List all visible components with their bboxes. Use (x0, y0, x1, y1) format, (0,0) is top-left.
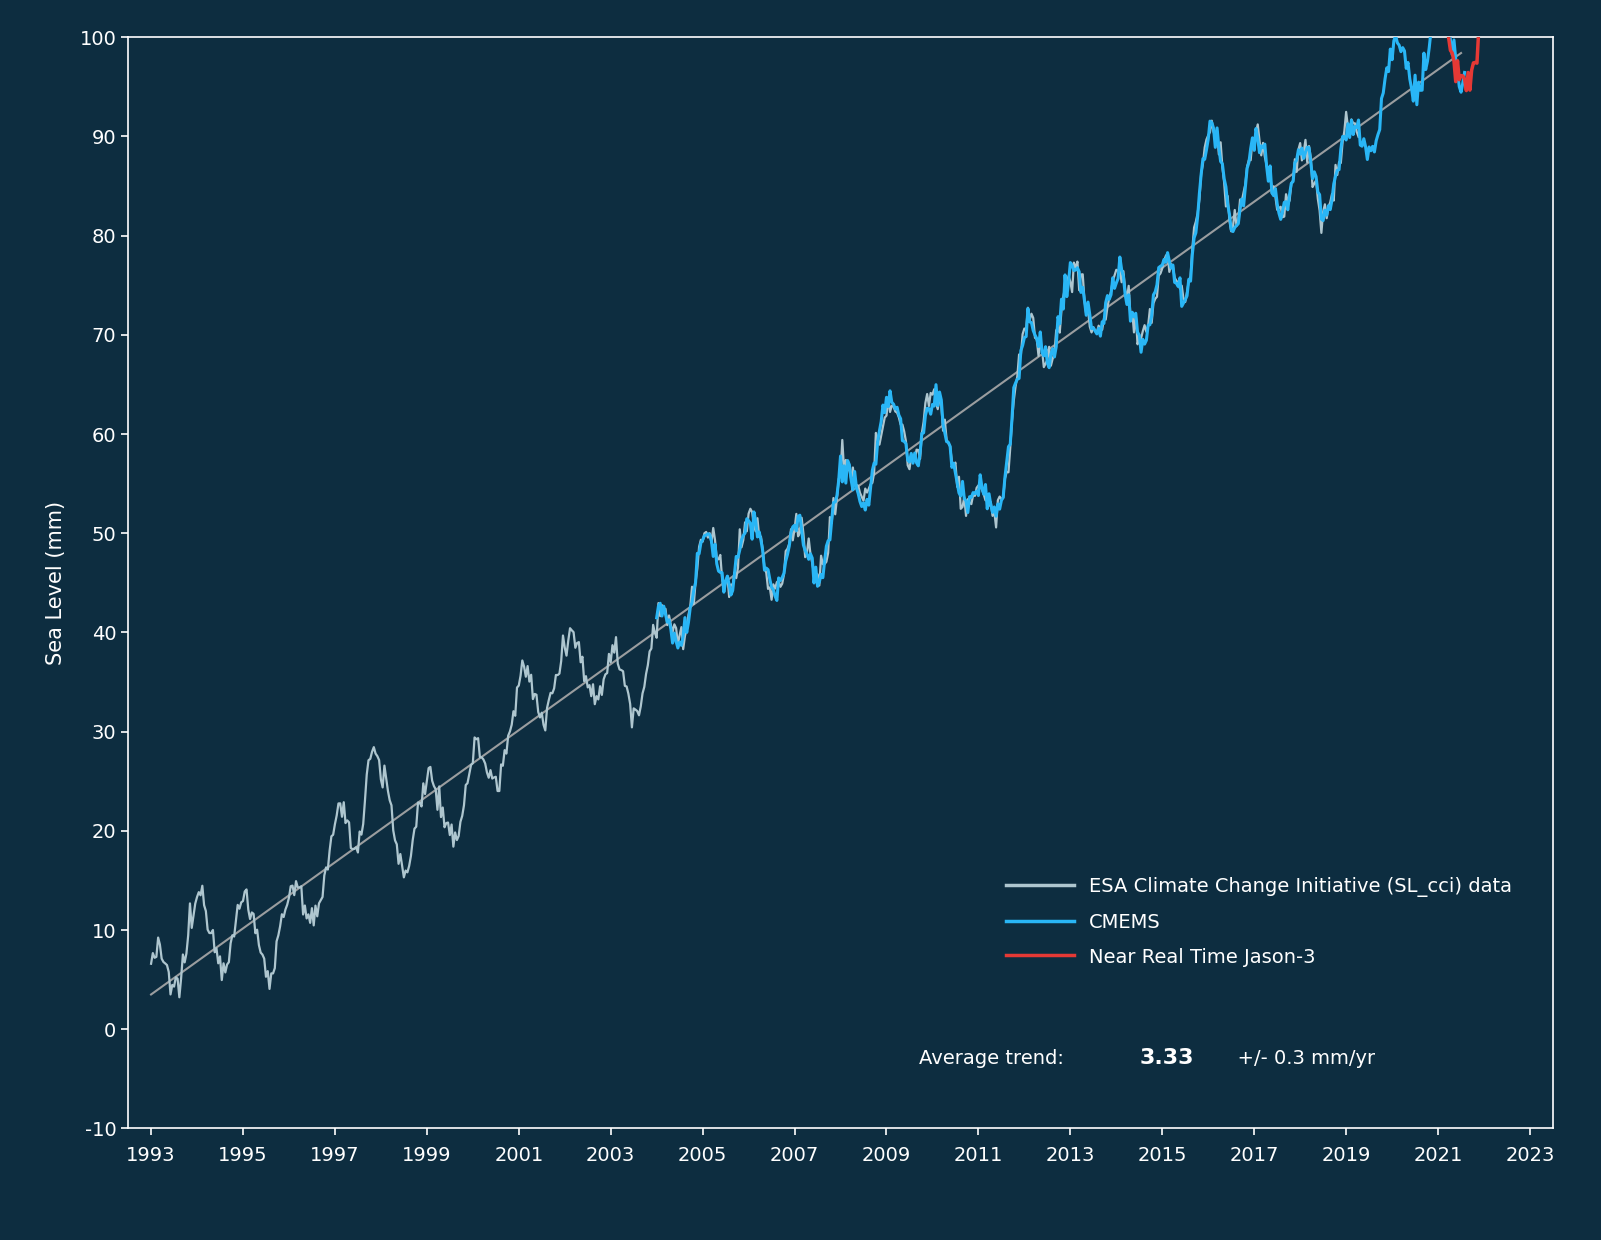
Text: 3.33: 3.33 (1140, 1048, 1194, 1069)
Text: Average trend:: Average trend: (919, 1049, 1063, 1069)
Legend: ESA Climate Change Initiative (SL_cci) data, CMEMS, Near Real Time Jason-3: ESA Climate Change Initiative (SL_cci) d… (996, 867, 1523, 977)
Y-axis label: Sea Level (mm): Sea Level (mm) (45, 501, 66, 665)
Text: +/- 0.3 mm/yr: +/- 0.3 mm/yr (1225, 1049, 1375, 1069)
